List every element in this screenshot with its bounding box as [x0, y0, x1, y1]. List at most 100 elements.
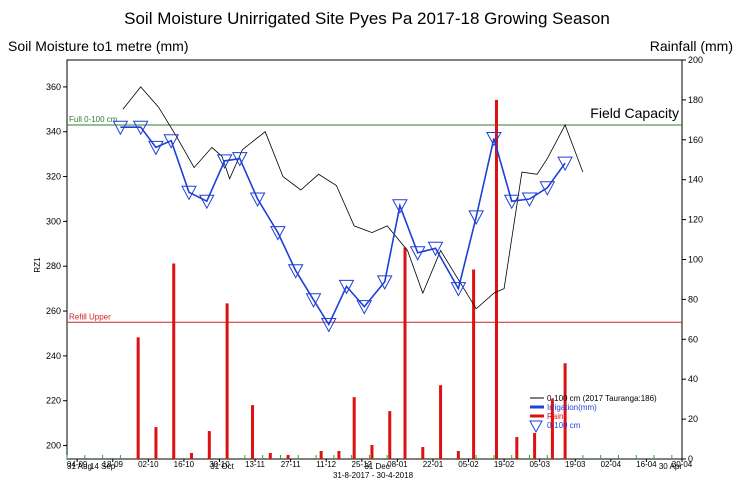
legend-label: Rain: [547, 412, 563, 421]
rain-bar: [154, 427, 158, 459]
rain-bar: [319, 451, 323, 459]
x-axis-tick-label: 30-04: [672, 460, 693, 469]
triangle-marker: [376, 275, 393, 290]
x-axis-tick-label: 22-01: [423, 460, 444, 469]
rain-bar: [352, 397, 356, 459]
rain-bar: [439, 385, 443, 459]
rain-bar: [207, 431, 211, 459]
rain-bar: [225, 303, 229, 459]
x-axis-tick-label: 02-10: [138, 460, 159, 469]
triangle-marker: [468, 210, 485, 225]
left-axis-tick-label: 220: [46, 396, 61, 406]
rain-bar: [388, 411, 392, 459]
x-axis-month-label: 31 Oct: [210, 462, 234, 471]
triangle-marker: [557, 156, 573, 172]
x-axis-tick-label: 25-12: [352, 460, 373, 469]
rain-bar: [286, 455, 290, 459]
x-axis-month-label: 14 Sep: [90, 462, 116, 471]
triangle-marker: [181, 185, 197, 201]
left-axis-tick-label: 200: [46, 441, 61, 451]
triangle-marker: [112, 120, 129, 136]
left-axis-tick-label: 260: [46, 306, 61, 316]
reference-line-label: Refill Upper: [69, 312, 111, 321]
right-axis-tick-label: 140: [688, 175, 703, 185]
rz1-axis-label: RZ1: [33, 257, 42, 273]
reference-lines-layer: Full 0-100 cm Field Capacity Refill Upper: [67, 105, 682, 323]
legend-label: 0-100 cm: [547, 421, 581, 430]
x-axis-tick-label: 19-03: [565, 460, 586, 469]
x-axis-month-label: 31 Dec: [364, 462, 389, 471]
triangle-marker: [539, 181, 556, 196]
rain-bar: [337, 451, 341, 459]
legend-triangle-symbol: [529, 420, 543, 434]
right-axis-tick-label: 0: [688, 454, 693, 464]
rain-bar: [136, 337, 140, 459]
rain-bars-layer: [136, 99, 567, 460]
right-axis-tick-label: 100: [688, 255, 703, 265]
legend-label: 0-100 cm (2017 Tauranga:186): [547, 394, 657, 403]
triangle-marker: [231, 152, 248, 167]
triangle-marker: [427, 241, 444, 257]
rain-bar: [533, 433, 537, 459]
triangle-marker: [356, 300, 373, 315]
x-axis-tick-label: 27-11: [281, 460, 301, 469]
rain-bar: [370, 445, 374, 459]
rain-bar: [494, 99, 498, 460]
left-axis-tick-label: 340: [46, 127, 61, 137]
x-axis-month-label: 30 Apr: [659, 462, 682, 471]
triangle-marker: [450, 282, 467, 297]
right-axis-tick-label: 40: [688, 374, 698, 384]
rain-bar: [268, 453, 272, 459]
rain-bar: [403, 247, 407, 459]
right-axis-tick-label: 80: [688, 294, 698, 304]
triangle-marker: [305, 293, 322, 308]
series-markers-layer: [112, 120, 573, 333]
triangle-marker: [270, 226, 286, 241]
right-axis-tick-label: 120: [688, 215, 703, 225]
right-axis-tick-label: 60: [688, 334, 698, 344]
left-axis-title: Soil Moisture to1 metre (mm): [8, 38, 188, 54]
x-axis-tick-label: 16-04: [636, 460, 657, 469]
right-axis-tick-label: 180: [688, 95, 703, 105]
triangle-marker: [287, 264, 304, 279]
triangle-marker: [521, 192, 538, 208]
x-axis-tick-label: 04-09: [67, 460, 88, 469]
triangle-marker: [249, 192, 266, 208]
rain-bar: [251, 405, 255, 459]
rain-bar: [515, 437, 519, 459]
x-axis-tick-label: 02-04: [601, 460, 622, 469]
x-axis-tick-label: 05-02: [458, 460, 479, 469]
rain-bar: [190, 453, 194, 459]
left-axis-tick-label: 360: [46, 82, 61, 92]
right-axis-tick-label: 20: [688, 414, 698, 424]
triangle-marker: [198, 194, 215, 210]
rain-bar: [456, 451, 460, 459]
axes-layer: 200 220 240 260 280 300 320 340 360 0 20 40 60 80 100 1…: [46, 55, 703, 471]
left-axis-tick-label: 240: [46, 351, 61, 361]
triangle-marker: [320, 318, 337, 333]
chart-title: Soil Moisture Unirrigated Site Pyes Pa 2…: [124, 9, 610, 28]
left-axis-tick-label: 320: [46, 172, 61, 182]
left-axis-tick-label: 280: [46, 261, 61, 271]
x-axis-tick-label: 16-10: [174, 460, 195, 469]
triangle-marker: [409, 246, 426, 261]
triangle-marker: [148, 140, 164, 156]
rain-bar: [550, 399, 554, 459]
right-axis-tick-label: 200: [688, 55, 703, 65]
rain-bar: [472, 269, 476, 459]
reference-line-label: Full 0-100 cm: [69, 115, 118, 124]
rain-bar: [421, 447, 425, 459]
x-axis-tick-label: 19-02: [494, 460, 515, 469]
rain-bar: [563, 363, 567, 459]
x-axis-tick-label: 11-12: [316, 460, 336, 469]
triangle-marker: [503, 194, 520, 210]
date-range-label: 31-8-2017 - 30-4-2018: [333, 471, 414, 480]
blue-soil-moisture-line: [120, 126, 566, 327]
left-axis-tick-label: 300: [46, 216, 61, 226]
rain-bar: [172, 263, 176, 459]
x-axis-tick-label: 05-03: [529, 460, 550, 469]
triangle-marker: [216, 154, 233, 169]
triangle-marker: [392, 199, 408, 214]
triangle-marker: [132, 120, 149, 136]
